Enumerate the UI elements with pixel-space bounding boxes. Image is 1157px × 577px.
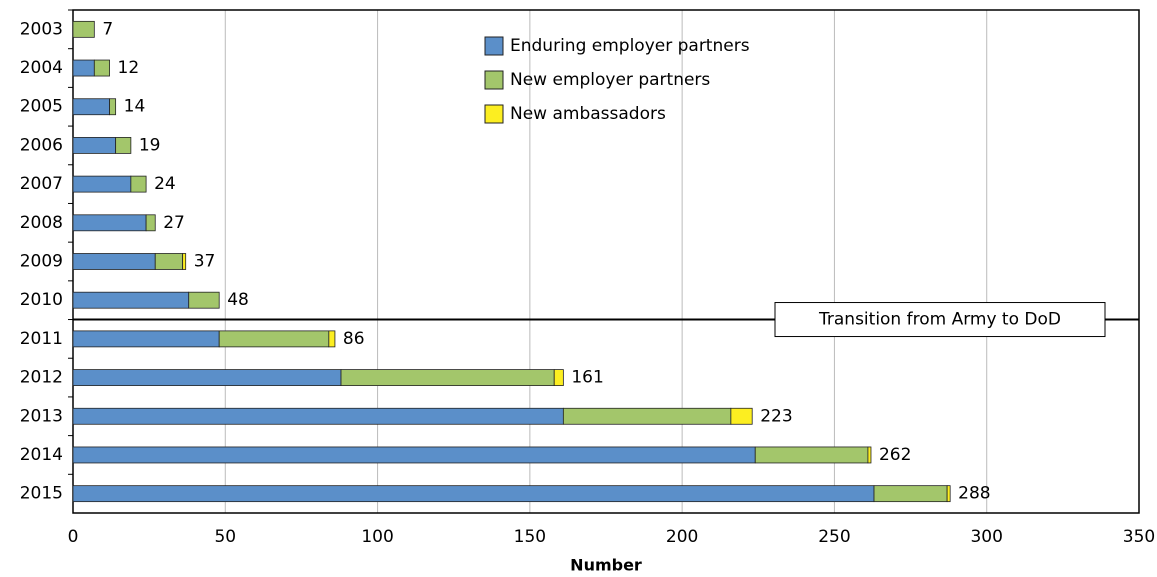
x-tick-label: 50 bbox=[214, 527, 236, 547]
total-label: 24 bbox=[154, 174, 176, 194]
y-tick-label: 2013 bbox=[20, 406, 63, 426]
x-tick-label: 350 bbox=[1123, 527, 1155, 547]
legend-label: New employer partners bbox=[510, 70, 710, 90]
legend-label: New ambassadors bbox=[510, 104, 666, 124]
x-tick-label: 0 bbox=[68, 527, 79, 547]
bar-segment bbox=[72, 98, 110, 116]
y-tick-label: 2006 bbox=[20, 135, 63, 155]
x-tick-label: 100 bbox=[361, 527, 393, 547]
y-tick-label: 2014 bbox=[20, 445, 63, 465]
bar-segment bbox=[946, 485, 951, 503]
bar-segment bbox=[553, 369, 564, 386]
y-tick-label: 2004 bbox=[20, 58, 63, 78]
bar-segment bbox=[130, 175, 147, 193]
bar-segment bbox=[328, 330, 336, 348]
bar-segment bbox=[72, 175, 132, 193]
bar-segment bbox=[72, 485, 875, 503]
y-tick-label: 2015 bbox=[20, 484, 63, 504]
bar-segment bbox=[562, 407, 732, 425]
total-label: 86 bbox=[343, 329, 365, 349]
x-tick-label: 200 bbox=[666, 527, 698, 547]
y-tick-label: 2012 bbox=[20, 368, 63, 388]
total-label: 262 bbox=[879, 445, 911, 465]
y-tick-label: 2009 bbox=[20, 252, 63, 272]
legend-swatch bbox=[484, 36, 504, 56]
bar-segment bbox=[730, 407, 753, 425]
bar-segment bbox=[72, 59, 95, 77]
bar-segment bbox=[72, 214, 147, 232]
total-label: 288 bbox=[958, 484, 990, 504]
bar-segment bbox=[115, 137, 132, 154]
bar-segment bbox=[72, 407, 564, 425]
x-axis-label: Number bbox=[570, 556, 642, 575]
bar-segment bbox=[72, 137, 117, 154]
bar-segment bbox=[72, 20, 95, 38]
bar-segment bbox=[109, 98, 117, 116]
bar-segment bbox=[188, 291, 220, 309]
bar-segment bbox=[93, 59, 110, 77]
y-tick-label: 2003 bbox=[20, 19, 63, 39]
bar-segment bbox=[873, 485, 948, 503]
total-label: 27 bbox=[163, 213, 185, 233]
total-label: 19 bbox=[139, 135, 161, 155]
bar-segment bbox=[182, 253, 187, 270]
legend-swatch bbox=[484, 104, 504, 124]
total-label: 48 bbox=[227, 290, 249, 310]
bar-segment bbox=[340, 369, 555, 386]
total-label: 161 bbox=[571, 368, 603, 388]
bar-segment bbox=[72, 253, 156, 270]
bar-segment bbox=[72, 330, 220, 348]
legend-label: Enduring employer partners bbox=[510, 36, 750, 56]
bar-segment bbox=[218, 330, 330, 348]
y-tick-label: 2010 bbox=[20, 290, 63, 310]
y-tick-label: 2005 bbox=[20, 97, 63, 117]
bar-segment bbox=[72, 369, 342, 386]
bar-segment bbox=[72, 446, 756, 464]
y-tick-label: 2007 bbox=[20, 174, 63, 194]
x-tick-label: 300 bbox=[970, 527, 1002, 547]
x-tick-label: 150 bbox=[514, 527, 546, 547]
bar-segment bbox=[867, 446, 872, 464]
x-tick-label: 250 bbox=[818, 527, 850, 547]
bar-segment bbox=[154, 253, 184, 270]
y-tick-label: 2008 bbox=[20, 213, 63, 233]
bar-segment bbox=[145, 214, 156, 232]
bar-segment bbox=[72, 291, 190, 309]
total-label: 223 bbox=[760, 406, 792, 426]
total-label: 37 bbox=[194, 252, 216, 272]
legend-swatch bbox=[484, 70, 504, 90]
total-label: 14 bbox=[124, 97, 146, 117]
bar-segment bbox=[754, 446, 869, 464]
total-label: 7 bbox=[102, 19, 113, 39]
annotation: Transition from Army to DoD bbox=[818, 310, 1061, 330]
y-tick-label: 2011 bbox=[20, 329, 63, 349]
annotation-box bbox=[774, 302, 1106, 338]
total-label: 12 bbox=[118, 58, 140, 78]
